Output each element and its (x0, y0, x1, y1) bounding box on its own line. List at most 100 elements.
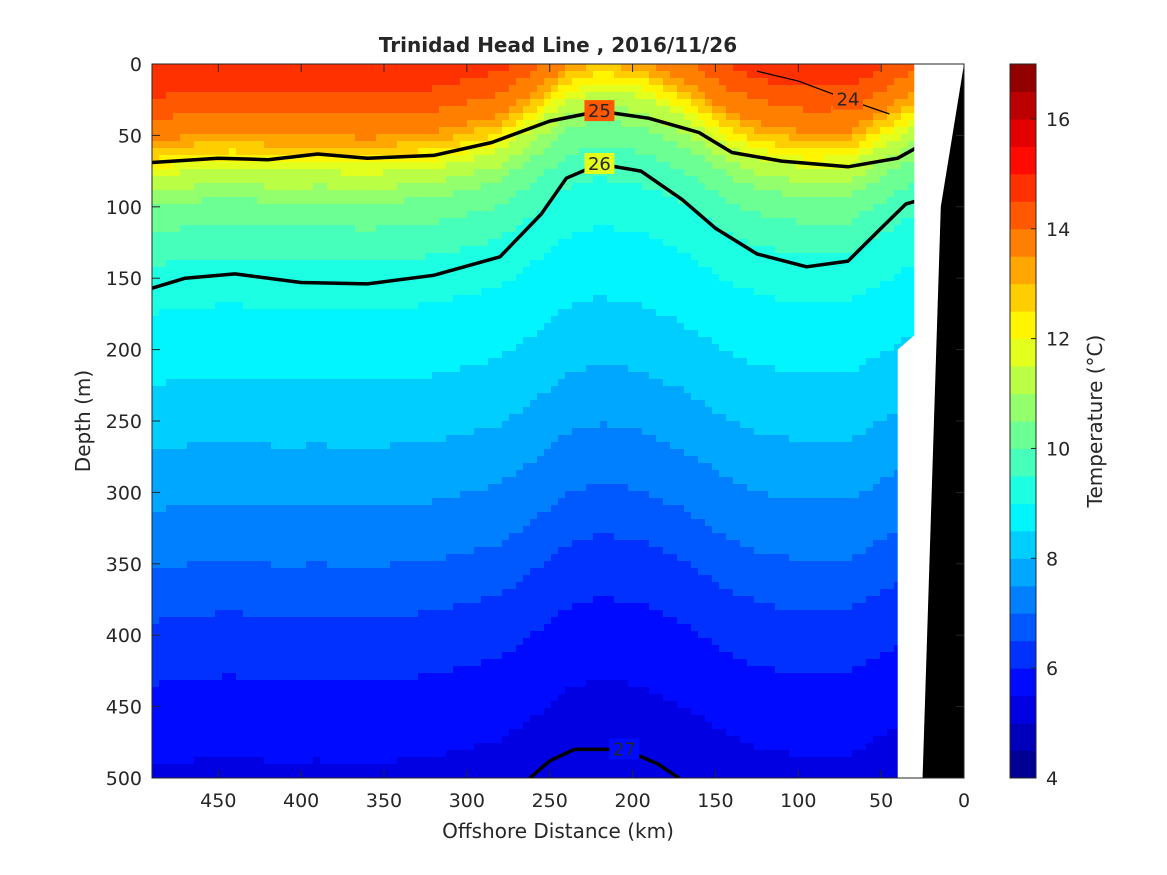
temperature-cell (397, 442, 405, 506)
temperature-cell (537, 456, 545, 513)
temperature-cell (509, 281, 517, 352)
temperature-cell (495, 596, 503, 660)
temperature-cell (313, 680, 321, 758)
temperature-cell (824, 610, 832, 674)
temperature-cell (495, 358, 503, 429)
temperature-cell (369, 176, 377, 191)
temperature-cell (201, 162, 209, 170)
temperature-cell (516, 120, 524, 128)
temperature-cell (775, 162, 783, 177)
temperature-cell (453, 295, 461, 373)
temperature-cell (285, 204, 293, 226)
temperature-cell (453, 498, 461, 555)
temperature-cell (880, 232, 888, 282)
temperature-cell (481, 127, 489, 142)
temperature-cell (782, 127, 790, 135)
temperature-cell (509, 197, 517, 233)
temperature-cell (397, 92, 405, 114)
temperature-cell (152, 687, 160, 765)
temperature-cell (817, 372, 825, 443)
temperature-cell (824, 155, 832, 170)
temperature-cell (775, 498, 783, 555)
temperature-cell (544, 113, 552, 135)
temperature-cell (726, 141, 734, 149)
temperature-cell (705, 106, 713, 114)
temperature-cell (292, 764, 300, 778)
temperature-cell (397, 379, 405, 443)
temperature-cell (264, 148, 272, 156)
temperature-cell (642, 92, 650, 100)
temperature-cell (733, 162, 741, 184)
temperature-cell (166, 764, 174, 778)
temperature-cell (411, 162, 419, 170)
temperature-cell (656, 134, 664, 163)
temperature-cell (761, 218, 769, 247)
plot-area (152, 64, 964, 778)
temperature-cell (201, 505, 209, 562)
temperature-cell (600, 120, 608, 149)
temperature-cell (859, 190, 867, 212)
temperature-cell (495, 127, 503, 135)
temperature-cell (579, 183, 587, 233)
temperature-cell (691, 715, 699, 778)
temperature-cell (551, 316, 559, 387)
temperature-cell (215, 113, 223, 135)
temperature-cell (404, 680, 412, 758)
temperature-cell (166, 568, 174, 618)
temperature-cell (656, 379, 664, 443)
temperature-cell (285, 379, 293, 450)
temperature-cell (740, 169, 748, 184)
temperature-cell (810, 134, 818, 142)
temperature-cell (488, 169, 496, 184)
temperature-cell (803, 442, 811, 499)
temperature-cell (845, 148, 853, 156)
temperature-cell (250, 169, 258, 184)
colorbar-swatch (1010, 558, 1036, 587)
temperature-cell (901, 78, 909, 100)
temperature-cell (369, 232, 377, 261)
temperature-cell (201, 183, 209, 198)
temperature-cell (348, 204, 356, 226)
temperature-cell (880, 204, 888, 233)
temperature-cell (432, 253, 440, 303)
temperature-cell (530, 155, 538, 184)
temperature-cell (320, 505, 328, 562)
temperature-cell (663, 197, 671, 247)
temperature-cell (530, 141, 538, 156)
temperature-cell (446, 610, 454, 674)
temperature-cell (621, 183, 629, 233)
temperature-cell (824, 372, 832, 443)
temperature-cell (474, 169, 482, 191)
temperature-cell (285, 225, 293, 261)
temperature-cell (439, 302, 447, 373)
temperature-cell (481, 78, 489, 100)
temperature-cell (754, 246, 762, 296)
temperature-cell (159, 64, 167, 100)
temperature-cell (313, 113, 321, 135)
temperature-cell (768, 218, 776, 247)
temperature-cell (453, 134, 461, 149)
temperature-cell (908, 120, 916, 128)
temperature-cell (425, 673, 433, 758)
temperature-cell (201, 757, 209, 778)
temperature-cell (733, 540, 741, 597)
temperature-cell (852, 162, 860, 177)
temperature-cell (376, 225, 384, 261)
temperature-cell (453, 85, 461, 107)
temperature-cell (901, 218, 909, 268)
temperature-cell (362, 568, 370, 618)
temperature-cell (488, 155, 496, 170)
temperature-cell (159, 449, 167, 513)
temperature-cell (411, 680, 419, 758)
temperature-cell (803, 85, 811, 114)
temperature-cell (264, 190, 272, 205)
temperature-cell (313, 183, 321, 205)
temperature-cell (502, 540, 510, 590)
temperature-cell (880, 113, 888, 121)
temperature-cell (684, 708, 692, 778)
temperature-cell (257, 162, 265, 170)
temperature-cell (796, 498, 804, 562)
x-tick-label: 100 (780, 790, 816, 812)
temperature-cell (243, 162, 251, 170)
temperature-cell (180, 617, 188, 681)
